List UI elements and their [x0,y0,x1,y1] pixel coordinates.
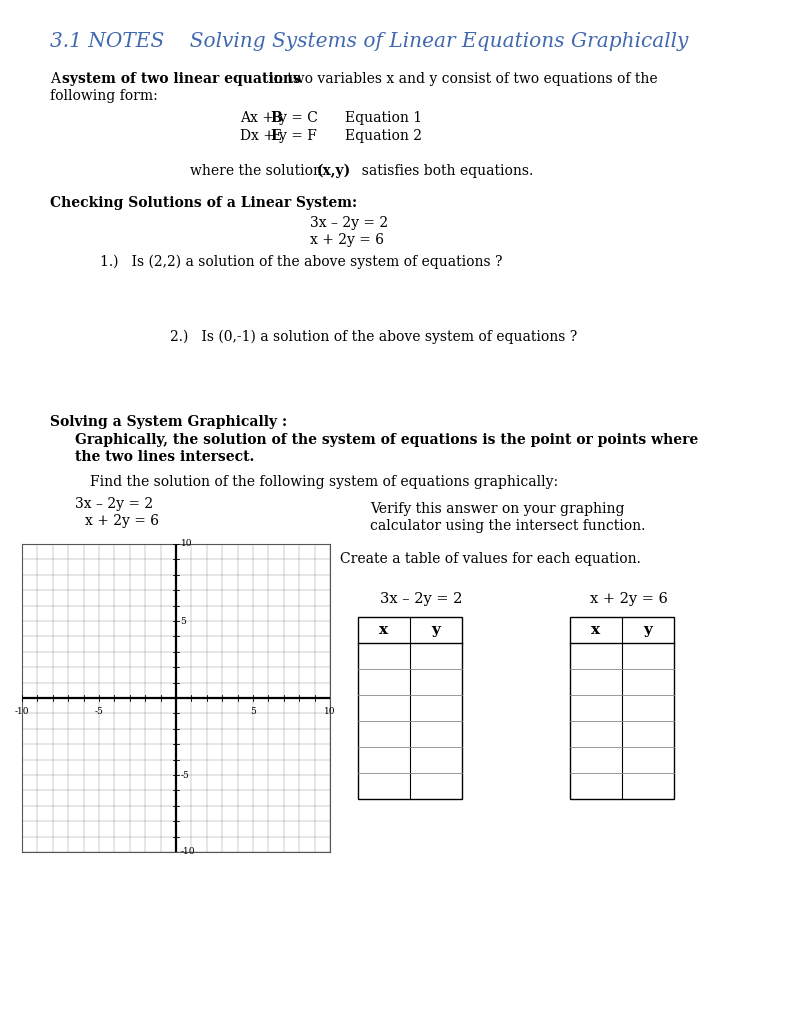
Text: Solving a System Graphically :: Solving a System Graphically : [50,415,287,429]
Bar [570,617,674,799]
Text: in two variables x and y consist of two equations of the: in two variables x and y consist of two … [265,72,657,86]
Text: x + 2y = 6: x + 2y = 6 [85,514,159,528]
Text: Verify this answer on your graphing: Verify this answer on your graphing [370,502,625,516]
Text: 3x – 2y = 2: 3x – 2y = 2 [380,592,463,606]
Text: x: x [380,623,388,637]
Text: satisfies both equations.: satisfies both equations. [353,164,533,178]
Text: Dx +: Dx + [240,129,279,143]
Text: Equation 1: Equation 1 [345,111,422,125]
Text: Ax +: Ax + [240,111,278,125]
Text: 10: 10 [180,540,192,549]
Text: following form:: following form: [50,89,157,103]
Text: -5: -5 [180,770,190,779]
Text: Create a table of values for each equation.: Create a table of values for each equati… [340,552,641,566]
Text: the two lines intersect.: the two lines intersect. [75,450,255,464]
Text: y = C: y = C [279,111,318,125]
Text: -10: -10 [180,848,195,856]
Text: -5: -5 [95,708,104,716]
Text: -10: -10 [15,708,29,716]
Text: x + 2y = 6: x + 2y = 6 [310,233,384,247]
Text: system of two linear equations: system of two linear equations [62,72,301,86]
Text: Checking Solutions of a Linear System:: Checking Solutions of a Linear System: [50,196,357,210]
Text: 10: 10 [324,708,335,716]
Text: 3x – 2y = 2: 3x – 2y = 2 [310,216,388,230]
Text: x + 2y = 6: x + 2y = 6 [590,592,668,606]
Text: 3.1 NOTES    Solving Systems of Linear Equations Graphically: 3.1 NOTES Solving Systems of Linear Equa… [50,32,688,51]
Text: A: A [50,72,64,86]
Text: Graphically, the solution of the system of equations is the point or points wher: Graphically, the solution of the system … [75,433,698,447]
Text: y: y [644,623,653,637]
Text: 3x – 2y = 2: 3x – 2y = 2 [75,497,153,511]
Text: 5: 5 [180,616,187,626]
Text: 1.)   Is (2,2) a solution of the above system of equations ?: 1.) Is (2,2) a solution of the above sys… [100,255,502,269]
Text: 5: 5 [250,708,256,716]
Text: Equation 2: Equation 2 [345,129,422,143]
Text: calculator using the intersect function.: calculator using the intersect function. [370,519,645,534]
Text: y = F: y = F [279,129,317,143]
Bar [358,617,462,799]
Text: Find the solution of the following system of equations graphically:: Find the solution of the following syste… [90,475,558,489]
Text: where the solution: where the solution [190,164,327,178]
Text: x: x [592,623,600,637]
Text: 2.)   Is (0,-1) a solution of the above system of equations ?: 2.) Is (0,-1) a solution of the above sy… [170,330,577,344]
Text: (x,y): (x,y) [317,164,351,178]
Text: B: B [270,111,282,125]
Text: E: E [270,129,281,143]
Text: y: y [432,623,441,637]
